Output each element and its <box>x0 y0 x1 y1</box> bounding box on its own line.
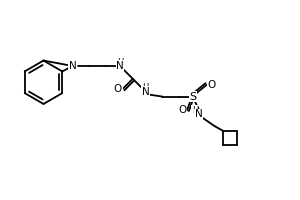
Text: O: O <box>114 84 122 94</box>
Text: N: N <box>195 109 203 119</box>
Text: H: H <box>192 106 198 115</box>
Text: N: N <box>116 61 124 71</box>
Text: O: O <box>208 80 216 90</box>
Text: S: S <box>189 92 197 102</box>
Text: N: N <box>69 61 76 71</box>
Text: N: N <box>142 87 149 97</box>
Text: O: O <box>178 105 186 115</box>
Text: H: H <box>142 83 149 92</box>
Text: H: H <box>117 58 123 67</box>
